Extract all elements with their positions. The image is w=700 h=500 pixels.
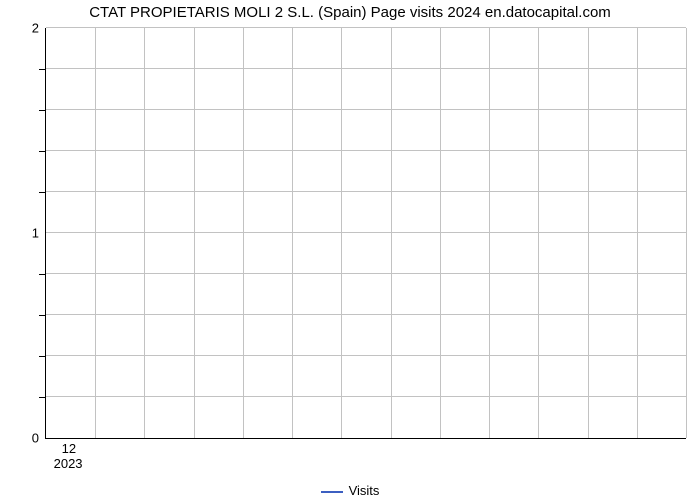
vertical-gridline bbox=[538, 28, 539, 438]
horizontal-gridline bbox=[46, 191, 686, 192]
chart-title: CTAT PROPIETARIS MOLI 2 S.L. (Spain) Pag… bbox=[0, 4, 700, 21]
y-axis-minor-tick bbox=[39, 397, 45, 398]
y-axis-tick-label: 1 bbox=[4, 226, 39, 241]
horizontal-gridline bbox=[46, 150, 686, 151]
x-axis-label-month: 12 bbox=[62, 441, 76, 456]
vertical-gridline bbox=[194, 28, 195, 438]
vertical-gridline bbox=[341, 28, 342, 438]
vertical-gridline bbox=[95, 28, 96, 438]
vertical-gridline bbox=[292, 28, 293, 438]
vertical-gridline bbox=[588, 28, 589, 438]
vertical-gridline bbox=[637, 28, 638, 438]
y-axis-tick-label: 0 bbox=[4, 431, 39, 446]
vertical-gridline bbox=[489, 28, 490, 438]
y-axis-minor-tick bbox=[39, 110, 45, 111]
vertical-gridline bbox=[243, 28, 244, 438]
horizontal-gridline bbox=[46, 355, 686, 356]
legend: Visits bbox=[0, 483, 700, 498]
y-axis-tick-label: 2 bbox=[4, 21, 39, 36]
vertical-gridline bbox=[686, 28, 687, 438]
plot-area bbox=[45, 28, 686, 439]
horizontal-gridline bbox=[46, 396, 686, 397]
horizontal-gridline bbox=[46, 273, 686, 274]
legend-swatch bbox=[321, 491, 343, 493]
vertical-gridline bbox=[391, 28, 392, 438]
horizontal-gridline bbox=[46, 232, 686, 233]
y-axis-minor-tick bbox=[39, 192, 45, 193]
vertical-gridline bbox=[144, 28, 145, 438]
y-axis-minor-tick bbox=[39, 356, 45, 357]
x-axis-label-year: 2023 bbox=[54, 456, 83, 471]
horizontal-gridline bbox=[46, 109, 686, 110]
horizontal-gridline bbox=[46, 314, 686, 315]
chart-container: CTAT PROPIETARIS MOLI 2 S.L. (Spain) Pag… bbox=[0, 0, 700, 500]
legend-label: Visits bbox=[349, 483, 380, 498]
horizontal-gridline bbox=[46, 68, 686, 69]
y-axis-minor-tick bbox=[39, 151, 45, 152]
y-axis-minor-tick bbox=[39, 315, 45, 316]
vertical-gridline bbox=[440, 28, 441, 438]
horizontal-gridline bbox=[46, 27, 686, 28]
y-axis-minor-tick bbox=[39, 274, 45, 275]
y-axis-minor-tick bbox=[39, 69, 45, 70]
